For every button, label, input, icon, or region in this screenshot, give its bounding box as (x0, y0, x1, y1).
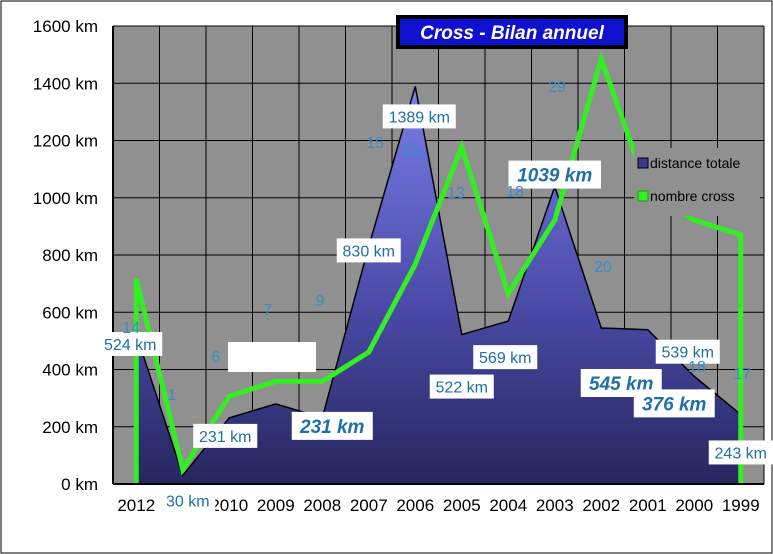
distance-label: 30 km (166, 493, 210, 510)
title-box-inner (400, 19, 624, 45)
distance-label-box (193, 423, 258, 448)
y-tick-label: 1200 km (33, 132, 98, 151)
count-label: 9 (316, 293, 325, 310)
count-label: 1 (168, 387, 177, 404)
axes (112, 26, 764, 485)
distance-label-box (633, 389, 715, 418)
y-tick-label: 800 km (42, 246, 98, 265)
count-label: 6 (212, 349, 221, 366)
distance-label-box (160, 488, 216, 513)
distance-label-box (98, 332, 163, 357)
distance-label-box (655, 339, 720, 364)
chart-title-box: Cross - Bilan annuel (396, 15, 628, 49)
distance-label: 376 km (642, 394, 707, 415)
distance-label-box (473, 345, 538, 370)
x-tick-label: 2010 (210, 496, 248, 515)
ticks: 0 km 200 km 400 km 600 km 800 km 1000 km 1200 … (33, 17, 760, 515)
distance-label: 243 km (715, 445, 767, 462)
legend: distance totale nombre cross (634, 148, 760, 216)
distance-label-box (508, 160, 601, 189)
x-tick-label: 2008 (303, 496, 341, 515)
count-label: 18 (688, 359, 706, 376)
x-tick-label: 2012 (117, 496, 155, 515)
distance-label: 1039 km (517, 166, 592, 187)
legend-box (634, 148, 760, 216)
count-label: 7 (264, 302, 273, 319)
data-labels: 524 km 30 km 231 km 231 km 830 km 1389 km 522 … (98, 79, 773, 513)
x-tick-label: 1999 (722, 496, 760, 515)
distance-label: 539 km (662, 345, 714, 362)
count-label: 17 (733, 366, 751, 383)
count-label: 18 (506, 184, 524, 201)
x-tick-label: 2001 (629, 496, 667, 515)
x-tick-label: 2009 (257, 496, 295, 515)
distance-label: 524 km (104, 337, 156, 354)
count-label: 23 (402, 143, 420, 160)
chart-title: Cross - Bilan annuel (420, 23, 604, 44)
x-tick-label: 2007 (350, 496, 388, 515)
count-label: 13 (447, 185, 465, 202)
x-tick-label: 2004 (489, 496, 527, 515)
y-tick-label: 0 km (61, 475, 98, 494)
distance-label: 830 km (343, 243, 395, 260)
legend-swatch-distance (637, 157, 649, 169)
count-label: 20 (594, 259, 612, 276)
count-label: 15 (366, 135, 384, 152)
count-label: 29 (548, 79, 566, 96)
legend-label-distance: distance totale (650, 155, 740, 171)
distance-label: 231 km (199, 429, 251, 446)
empty-label-box (228, 342, 316, 372)
distance-label: 231 km (299, 417, 365, 438)
distance-label: 522 km (436, 380, 488, 397)
distance-label-box (291, 411, 373, 440)
y-tick-label: 600 km (42, 303, 98, 322)
x-tick-label: 2003 (536, 496, 574, 515)
x-tick-label: 2005 (443, 496, 481, 515)
distance-label: 1389 km (389, 109, 450, 126)
x-tick-label: 2006 (396, 496, 434, 515)
distance-label-box (429, 374, 494, 399)
distance-label: 569 km (479, 350, 531, 367)
y-tick-label: 1000 km (33, 189, 98, 208)
x-tick-label: 2002 (582, 496, 620, 515)
y-tick-label: 200 km (42, 418, 98, 437)
legend-swatch-count (637, 190, 649, 202)
y-tick-label: 1600 km (33, 17, 98, 36)
y-tick-label: 400 km (42, 361, 98, 380)
distance-label-box (336, 238, 401, 263)
x-tick-label: 2000 (675, 496, 713, 515)
legend-label-count: nombre cross (650, 188, 735, 204)
distance-label-box (382, 104, 456, 129)
distance-label-box (708, 440, 773, 465)
y-tick-label: 1400 km (33, 74, 98, 93)
count-label: 14 (122, 320, 140, 337)
